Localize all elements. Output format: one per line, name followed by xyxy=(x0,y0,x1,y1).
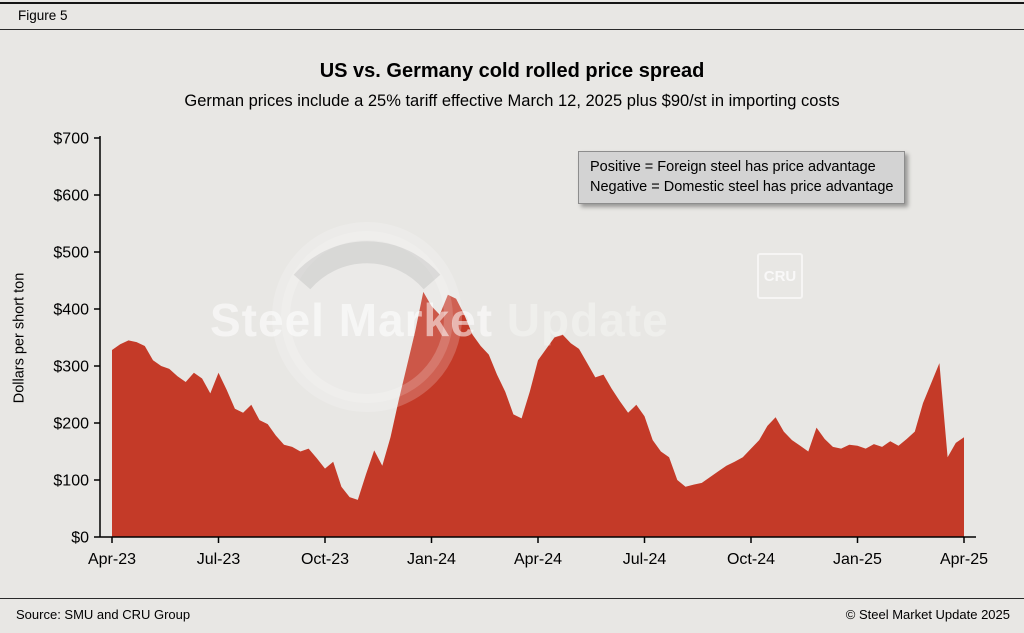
area-series xyxy=(112,291,964,537)
y-tick-label: $700 xyxy=(53,131,89,148)
y-tick-label: $500 xyxy=(53,245,89,262)
chart-subtitle: German prices include a 25% tariff effec… xyxy=(184,92,840,110)
x-tick-label: Jul-23 xyxy=(197,551,241,568)
legend-line-negative: Negative = Domestic steel has price adva… xyxy=(590,179,894,195)
chart-title: US vs. Germany cold rolled price spread xyxy=(319,60,705,82)
footer-divider-line xyxy=(0,598,1024,599)
y-tick-label: $200 xyxy=(53,416,89,433)
y-tick-label: $300 xyxy=(53,359,89,376)
x-tick-label: Oct-24 xyxy=(727,551,775,568)
figure-label: Figure 5 xyxy=(18,8,68,23)
x-tick-label: Oct-23 xyxy=(301,551,349,568)
x-tick-label: Jan-24 xyxy=(407,551,456,568)
copyright-note: © Steel Market Update 2025 xyxy=(845,607,1010,622)
legend-box: Positive = Foreign steel has price advan… xyxy=(578,151,906,204)
x-tick-label: Apr-23 xyxy=(88,551,136,568)
x-tick-label: Jan-25 xyxy=(833,551,882,568)
x-tick-label: Jul-24 xyxy=(623,551,667,568)
y-tick-label: $600 xyxy=(53,188,89,205)
y-tick-label: $0 xyxy=(71,530,89,547)
y-tick-label: $400 xyxy=(53,302,89,319)
legend-line-positive: Positive = Foreign steel has price advan… xyxy=(590,159,876,175)
x-tick-label: Apr-25 xyxy=(940,551,988,568)
source-note: Source: SMU and CRU Group xyxy=(16,607,191,622)
header-divider-line xyxy=(0,29,1024,30)
top-border-line xyxy=(0,2,1024,4)
y-tick-label: $100 xyxy=(53,473,89,490)
x-tick-label: Apr-24 xyxy=(514,551,562,568)
